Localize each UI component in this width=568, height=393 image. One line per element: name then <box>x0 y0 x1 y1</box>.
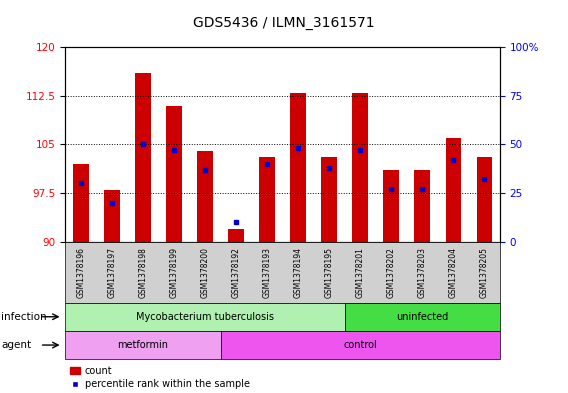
Bar <box>477 157 492 242</box>
Text: infection: infection <box>1 312 47 322</box>
Bar <box>197 151 213 242</box>
Text: Mycobacterium tuberculosis: Mycobacterium tuberculosis <box>136 312 274 322</box>
Text: uninfected: uninfected <box>396 312 448 322</box>
Text: GSM1378198: GSM1378198 <box>139 247 148 298</box>
Bar <box>135 73 151 242</box>
Text: GSM1378200: GSM1378200 <box>201 247 210 298</box>
Bar <box>260 157 275 242</box>
Text: GSM1378196: GSM1378196 <box>76 247 85 298</box>
Bar <box>228 229 244 242</box>
Bar <box>352 92 368 242</box>
Text: GSM1378197: GSM1378197 <box>107 247 116 298</box>
Text: agent: agent <box>1 340 31 350</box>
Bar <box>73 164 89 242</box>
Text: GDS5436 / ILMN_3161571: GDS5436 / ILMN_3161571 <box>193 16 375 30</box>
Bar <box>445 138 461 242</box>
Text: GSM1378192: GSM1378192 <box>232 247 240 298</box>
Text: GSM1378199: GSM1378199 <box>169 247 178 298</box>
Bar <box>166 105 182 242</box>
Text: GSM1378195: GSM1378195 <box>325 247 333 298</box>
Text: GSM1378205: GSM1378205 <box>480 247 489 298</box>
Text: GSM1378202: GSM1378202 <box>387 247 396 298</box>
Bar <box>290 92 306 242</box>
Text: GSM1378193: GSM1378193 <box>262 247 272 298</box>
Legend: count, percentile rank within the sample: count, percentile rank within the sample <box>70 366 250 389</box>
Bar <box>321 157 337 242</box>
Text: GSM1378204: GSM1378204 <box>449 247 458 298</box>
Text: GSM1378201: GSM1378201 <box>356 247 365 298</box>
Text: GSM1378194: GSM1378194 <box>294 247 303 298</box>
Bar <box>383 170 399 242</box>
Bar <box>415 170 430 242</box>
Text: GSM1378203: GSM1378203 <box>417 247 427 298</box>
Text: metformin: metformin <box>118 340 169 350</box>
Bar <box>104 190 120 242</box>
Text: control: control <box>343 340 377 350</box>
